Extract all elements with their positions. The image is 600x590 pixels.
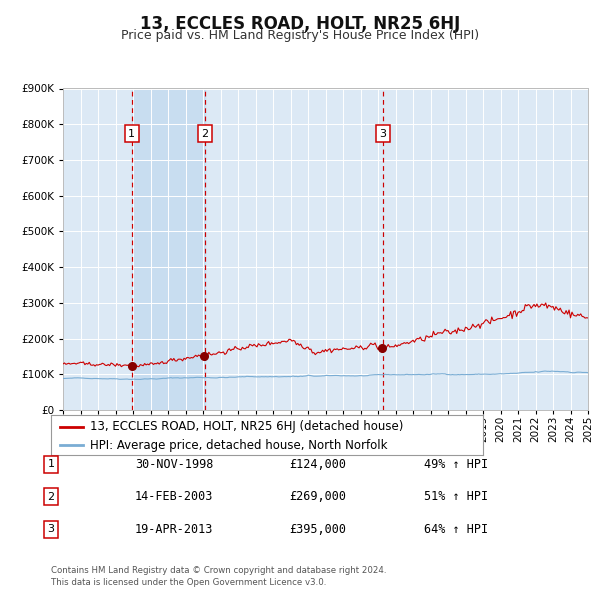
Text: 51% ↑ HPI: 51% ↑ HPI: [424, 490, 488, 503]
Text: 19-APR-2013: 19-APR-2013: [135, 523, 213, 536]
Text: 13, ECCLES ROAD, HOLT, NR25 6HJ: 13, ECCLES ROAD, HOLT, NR25 6HJ: [140, 15, 460, 34]
Bar: [131, 88, 205, 410]
Text: 64% ↑ HPI: 64% ↑ HPI: [424, 523, 488, 536]
Text: Price paid vs. HM Land Registry's House Price Index (HPI): Price paid vs. HM Land Registry's House …: [121, 29, 479, 42]
Text: 14-FEB-2003: 14-FEB-2003: [135, 490, 213, 503]
Text: HPI: Average price, detached house, North Norfolk: HPI: Average price, detached house, Nort…: [90, 439, 388, 452]
Text: 2: 2: [47, 492, 55, 502]
Text: £395,000: £395,000: [290, 523, 347, 536]
Text: £124,000: £124,000: [290, 458, 347, 471]
Text: 3: 3: [47, 525, 55, 534]
Text: 3: 3: [380, 129, 386, 139]
Text: £269,000: £269,000: [290, 490, 347, 503]
Text: 30-NOV-1998: 30-NOV-1998: [135, 458, 213, 471]
Text: 2: 2: [202, 129, 209, 139]
Text: Contains HM Land Registry data © Crown copyright and database right 2024.
This d: Contains HM Land Registry data © Crown c…: [51, 566, 386, 587]
Text: 13, ECCLES ROAD, HOLT, NR25 6HJ (detached house): 13, ECCLES ROAD, HOLT, NR25 6HJ (detache…: [90, 420, 403, 433]
Text: 49% ↑ HPI: 49% ↑ HPI: [424, 458, 488, 471]
Text: 1: 1: [128, 129, 135, 139]
Text: 1: 1: [47, 460, 55, 469]
